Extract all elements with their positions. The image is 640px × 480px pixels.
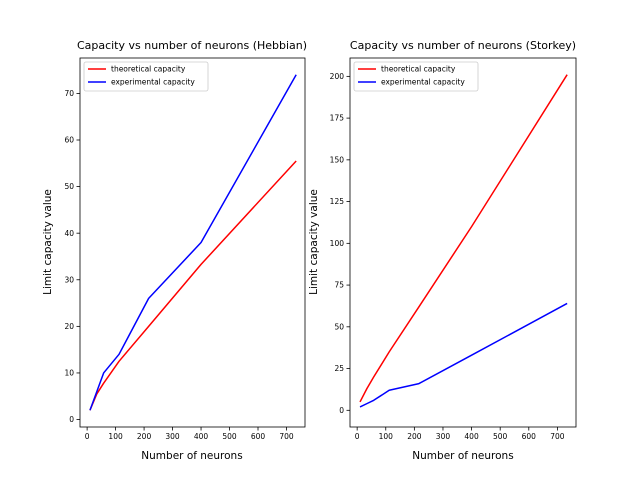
x-tick-label: 0 xyxy=(355,432,360,441)
y-axis-label: Limit capacity value xyxy=(42,189,54,295)
chart-storkey: Capacity vs number of neurons (Storkey) … xyxy=(308,39,577,462)
x-axis-label: Number of neurons xyxy=(412,450,513,462)
legend-label: theoretical capacity xyxy=(111,65,186,74)
x-tick-label: 700 xyxy=(279,432,294,441)
x-tick-label: 500 xyxy=(222,432,237,441)
x-axis-label: Number of neurons xyxy=(141,450,242,462)
chart-title: Capacity vs number of neurons (Hebbian) xyxy=(77,39,307,52)
x-tick-label: 0 xyxy=(85,432,90,441)
legend: theoretical capacity experimental capacit… xyxy=(83,61,209,92)
y-tick-label: 30 xyxy=(64,275,74,284)
y-tick-label: 50 xyxy=(334,322,344,331)
legend: theoretical capacity experimental capacit… xyxy=(353,61,479,92)
axes-frame xyxy=(79,57,306,428)
y-tick-label: 40 xyxy=(64,229,74,238)
x-tick-label: 100 xyxy=(379,432,394,441)
series-line-0 xyxy=(89,160,297,411)
x-tick-label: 600 xyxy=(251,432,266,441)
y-tick-label: 60 xyxy=(64,136,74,145)
chart-title: Capacity vs number of neurons (Storkey) xyxy=(350,39,576,52)
x-tick-label: 200 xyxy=(407,432,422,441)
x-tick-label: 200 xyxy=(137,432,152,441)
legend-box xyxy=(83,61,209,92)
y-tick-label: 0 xyxy=(69,415,74,424)
y-tick-label: 100 xyxy=(330,239,345,248)
y-tick-label: 200 xyxy=(330,72,345,81)
x-tick-label: 600 xyxy=(522,432,537,441)
legend-label: experimental capacity xyxy=(111,78,195,87)
x-tick-label: 400 xyxy=(194,432,209,441)
y-tick-label: 10 xyxy=(64,369,74,378)
y-tick-label: 25 xyxy=(334,364,344,373)
y-tick-label: 50 xyxy=(64,182,74,191)
x-tick-label: 300 xyxy=(436,432,451,441)
x-tick-label: 100 xyxy=(108,432,123,441)
y-tick-label: 150 xyxy=(330,155,345,164)
plot-area: 0 100 200 300 400 500 600 700 0 10 20 30 40 50 60 70 the… xyxy=(64,57,306,441)
x-tick-label: 300 xyxy=(165,432,180,441)
legend-box xyxy=(353,61,479,92)
series-line-1 xyxy=(359,302,568,408)
plot-area: 0 100 200 300 400 500 600 700 0 25 50 75 100 125 150 17… xyxy=(330,57,577,441)
y-tick-label: 20 xyxy=(64,322,74,331)
y-tick-label: 175 xyxy=(330,114,345,123)
y-tick-label: 70 xyxy=(64,89,74,98)
x-tick-label: 400 xyxy=(464,432,479,441)
chart-hebbian: Capacity vs number of neurons (Hebbian) … xyxy=(42,39,307,462)
x-tick-label: 500 xyxy=(493,432,508,441)
y-axis-label: Limit capacity value xyxy=(308,189,320,295)
axes-frame xyxy=(349,57,577,428)
y-tick-label: 0 xyxy=(339,406,344,415)
y-tick-label: 75 xyxy=(334,281,344,290)
y-tick-label: 125 xyxy=(330,197,345,206)
series-line-1 xyxy=(89,74,297,411)
series-line-0 xyxy=(359,74,568,403)
legend-label: experimental capacity xyxy=(381,78,465,87)
legend-label: theoretical capacity xyxy=(381,65,456,74)
x-tick-label: 700 xyxy=(550,432,565,441)
